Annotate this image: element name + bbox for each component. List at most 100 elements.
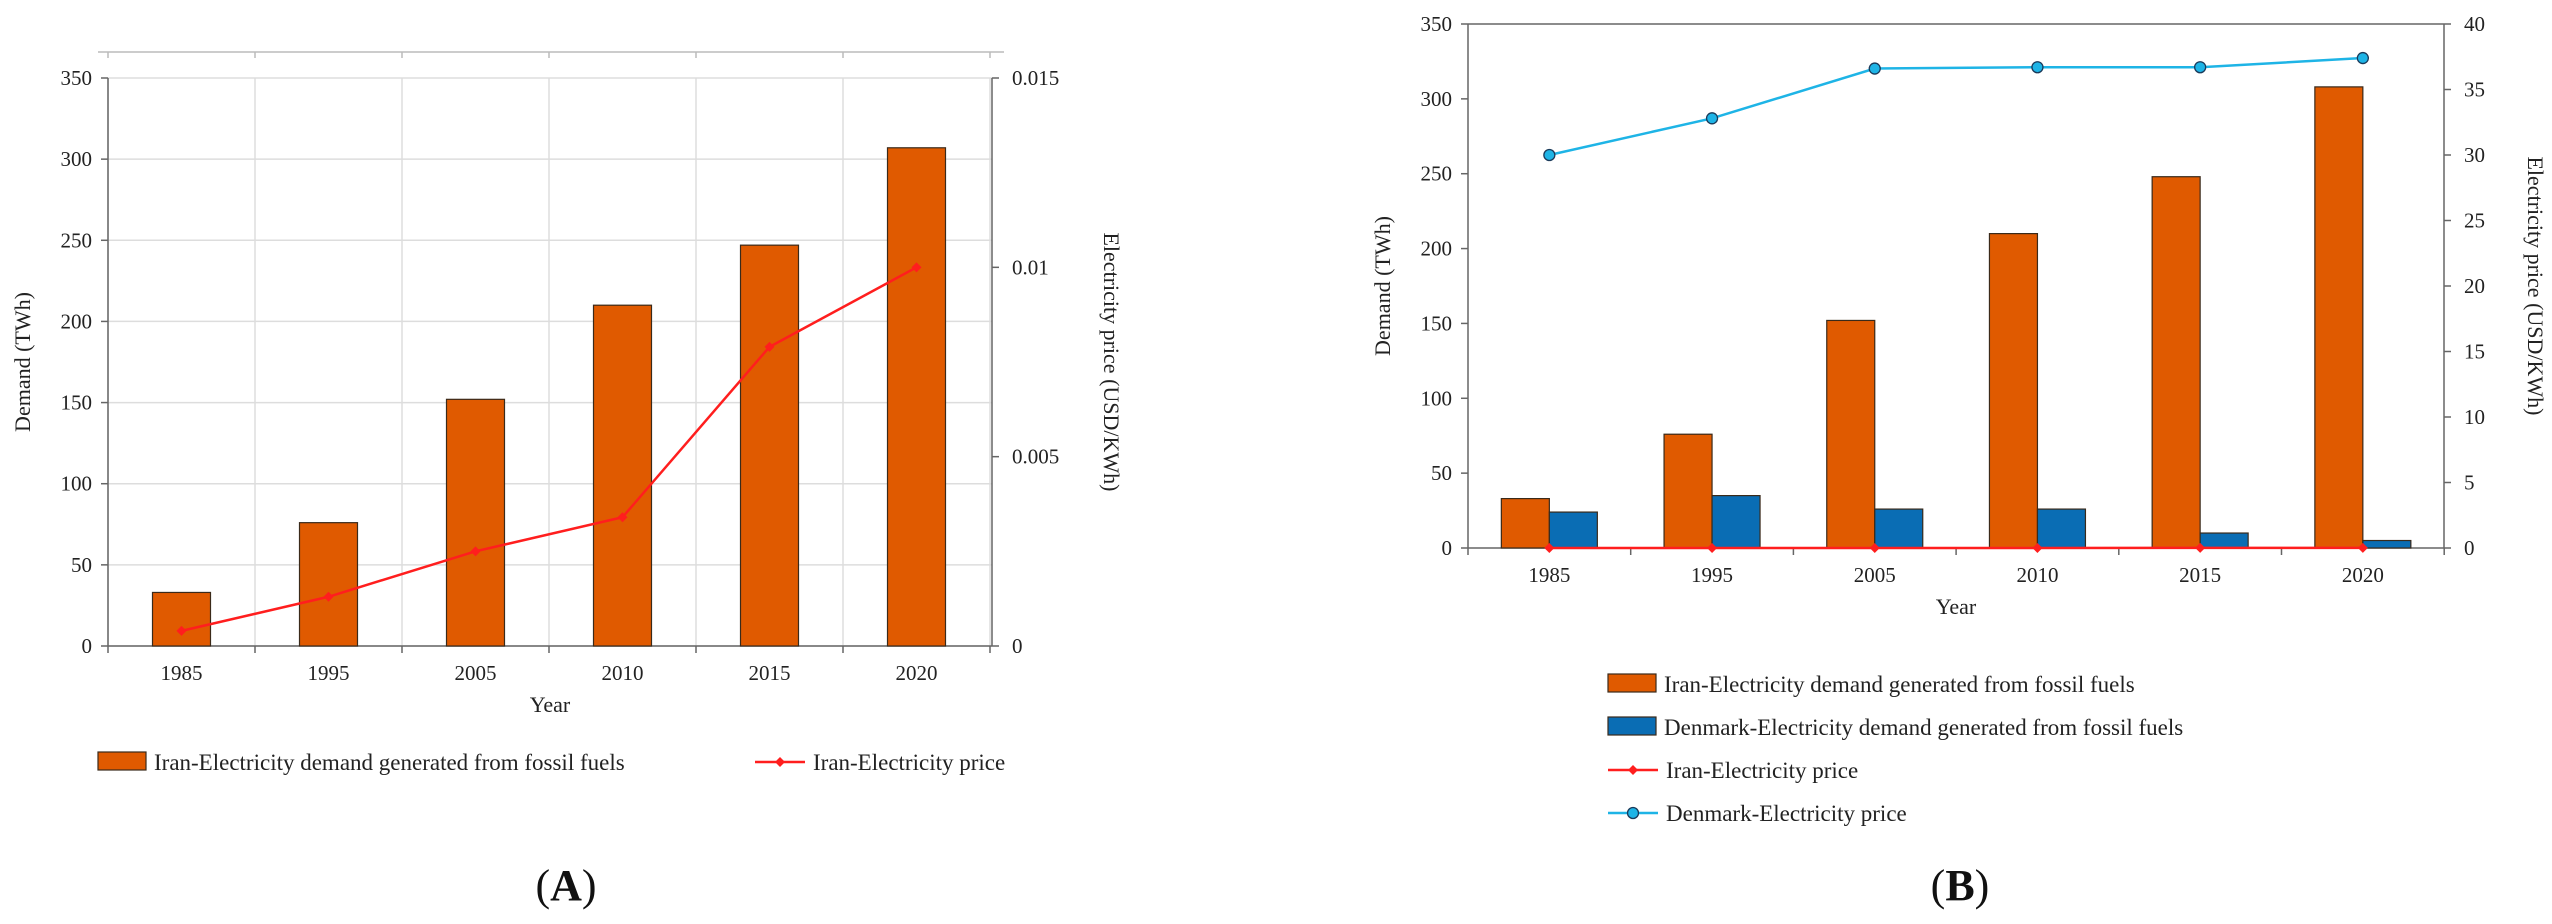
panel-b-label: B <box>1945 861 1974 910</box>
point-iran-price <box>1707 542 1718 553</box>
legend-label: Iran-Electricity demand generated from f… <box>1664 672 2135 697</box>
bar-denmark <box>1548 511 1598 549</box>
x-tick-label: 2020 <box>2342 563 2384 587</box>
bar-denmark <box>2362 539 2412 549</box>
y-tick-label: 100 <box>1421 386 1453 410</box>
point-denmark-price <box>1705 112 1719 125</box>
legend-marker <box>775 757 785 767</box>
chart-b: 0 50 100 150 200 250 300 350 0 5 10 15 20 25 30 35 40 198… <box>1370 12 2548 826</box>
y-tick-label: 200 <box>1421 237 1453 261</box>
x-tick-label: 2005 <box>455 661 497 685</box>
y-tick-label: 350 <box>1421 12 1453 36</box>
x-tick-label: 2010 <box>602 661 644 685</box>
y2-axis-title: Electricity price (USD/KWh) <box>1099 232 1124 491</box>
bar-iran <box>1826 319 1876 549</box>
point-iran-price <box>470 546 481 557</box>
bar-iran <box>151 591 212 647</box>
bar-iran <box>445 398 506 647</box>
point-denmark-price <box>2356 51 2370 65</box>
point-iran-price <box>323 591 334 602</box>
y-tick-label: 0 <box>1442 536 1453 560</box>
x-tick-label: 1985 <box>161 661 203 685</box>
x-axis-title: Year <box>530 692 571 717</box>
bar-iran <box>2314 86 2364 549</box>
x-tick-label: 2010 <box>2016 563 2058 587</box>
bar-iran <box>886 147 947 647</box>
point-denmark-price <box>2031 61 2044 74</box>
legend-swatch-bar <box>97 751 147 771</box>
point-iran-price <box>911 262 922 273</box>
panel-a-caption: (A) <box>535 861 596 910</box>
y-tick-label: 100 <box>61 472 93 496</box>
point-denmark-price <box>1543 148 1556 162</box>
y2-tick-label: 30 <box>2464 143 2485 167</box>
x-tick-label: 2015 <box>2179 563 2221 587</box>
y-tick-label: 50 <box>71 553 92 577</box>
point-iran-price <box>764 341 775 352</box>
y-tick-label: 250 <box>61 228 93 252</box>
y2-tick-label: 5 <box>2464 471 2475 495</box>
point-denmark-price <box>2193 61 2207 74</box>
x-tick-label: 1985 <box>1528 563 1570 587</box>
point-iran-price <box>2195 542 2206 553</box>
bar-iran <box>739 244 800 647</box>
y-tick-label: 300 <box>61 147 93 171</box>
bar-denmark <box>2199 532 2249 549</box>
legend-label: Denmark-Electricity price <box>1666 801 1907 826</box>
y2-tick-label: 0.01 <box>1012 255 1049 279</box>
y-axis-title: Demand (TWh) <box>10 292 35 432</box>
legend-swatch-bar <box>1607 716 1657 736</box>
bar-denmark <box>1874 508 1924 549</box>
line-iran-price <box>181 266 918 633</box>
y2-tick-label: 40 <box>2464 12 2485 36</box>
legend-label: Iran-Electricity demand generated from f… <box>154 750 625 775</box>
bar-denmark <box>2036 508 2087 549</box>
y-tick-label: 250 <box>1421 162 1453 186</box>
panel-b-caption: (B) <box>1931 861 1990 910</box>
bar-iran <box>592 304 653 647</box>
y-tick-label: 300 <box>1421 87 1453 111</box>
y-tick-label: 350 <box>61 66 93 90</box>
y-tick-label: 0 <box>82 634 93 658</box>
legend-marker <box>1628 765 1638 775</box>
y-tick-label: 200 <box>61 309 93 333</box>
chart-a: 0 50 100 150 200 250 300 350 0 0.005 0.01 0.015 1985… <box>10 51 1124 775</box>
y2-tick-label: 10 <box>2464 405 2485 429</box>
x-tick-label: 1995 <box>308 661 350 685</box>
y2-tick-label: 20 <box>2464 274 2485 298</box>
point-iran-price <box>1869 542 1880 553</box>
x-axis-title: Year <box>1936 594 1977 619</box>
y-tick-label: 150 <box>61 391 93 415</box>
y-tick-label: 50 <box>1431 461 1452 485</box>
y-axis-title: Demand (TWh) <box>1370 216 1395 356</box>
y2-tick-label: 0.015 <box>1012 66 1059 90</box>
bar-iran <box>1988 233 2039 549</box>
point-iran-price <box>176 625 187 636</box>
y2-tick-label: 0 <box>2464 536 2475 560</box>
line-denmark-price <box>1549 56 2363 157</box>
y2-tick-label: 0 <box>1012 634 1023 658</box>
point-iran-price <box>2032 542 2043 553</box>
y2-axis-title: Electricity price (USD/KWh) <box>2523 156 2548 415</box>
y2-tick-label: 35 <box>2464 78 2485 102</box>
bar-iran <box>298 522 359 647</box>
x-tick-label: 2015 <box>749 661 791 685</box>
bar-iran <box>1663 433 1713 549</box>
x-tick-label: 2020 <box>896 661 938 685</box>
panel-a-label: A <box>550 861 582 910</box>
legend-label: Iran-Electricity price <box>1666 758 1858 783</box>
y2-tick-label: 0.005 <box>1012 445 1059 469</box>
y2-tick-label: 25 <box>2464 209 2485 233</box>
x-tick-label: 1995 <box>1691 563 1733 587</box>
bar-denmark <box>1711 495 1761 549</box>
legend-marker <box>1626 806 1640 820</box>
point-iran-price <box>617 512 628 523</box>
y-tick-label: 150 <box>1421 311 1453 335</box>
legend-label: Denmark-Electricity demand generated fro… <box>1664 715 2183 740</box>
legend-label: Iran-Electricity price <box>813 750 1005 775</box>
point-iran-price <box>1544 542 1555 553</box>
legend-swatch-bar <box>1607 673 1657 693</box>
point-iran-price <box>2357 542 2368 553</box>
bar-iran <box>1500 497 1550 549</box>
